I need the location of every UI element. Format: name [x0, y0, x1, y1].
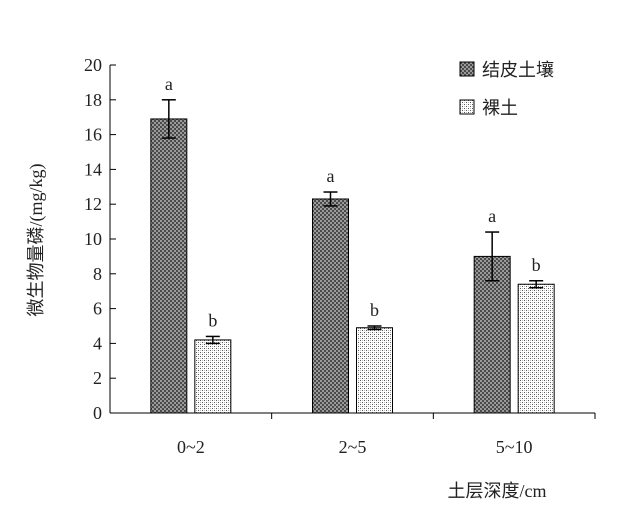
bar-bare [356, 327, 393, 414]
significance-letter: a [165, 74, 173, 94]
bar-bare [517, 283, 555, 414]
y-tick-label: 2 [93, 368, 102, 388]
error-bars [161, 99, 544, 345]
bar-crust [150, 118, 188, 414]
y-tick-label: 18 [84, 90, 102, 110]
x-axis-label: 土层深度/cm [448, 481, 547, 501]
significance-letter: b [208, 310, 217, 330]
bars [150, 118, 555, 414]
legend-label-crust: 结皮土壤 [482, 60, 554, 80]
legend: 结皮土壤 裸土 [459, 60, 554, 118]
y-tick-label: 4 [93, 333, 102, 353]
y-axis-ticks: 0 2 4 6 8 10 12 14 16 18 20 [84, 55, 116, 423]
legend-swatch-bare [459, 99, 475, 115]
significance-letter: a [327, 166, 335, 186]
y-tick-label: 14 [84, 159, 102, 179]
y-tick-label: 12 [84, 194, 102, 214]
bar-bare [194, 339, 232, 414]
x-tick-label: 2~5 [339, 437, 367, 457]
x-axis-ticks: 0~2 2~5 5~10 [177, 413, 596, 457]
y-tick-label: 6 [93, 299, 102, 319]
x-tick-label: 0~2 [177, 437, 205, 457]
y-tick-label: 0 [93, 403, 102, 423]
y-tick-label: 16 [84, 125, 102, 145]
legend-swatch-crust [459, 61, 475, 77]
bar-crust [312, 198, 349, 414]
y-tick-label: 8 [93, 264, 102, 284]
significance-letter: b [370, 300, 379, 320]
x-tick-label: 5~10 [496, 437, 533, 457]
y-tick-label: 20 [84, 55, 102, 75]
y-tick-label: 10 [84, 229, 102, 249]
y-axis-label: 微生物量磷/(mg/kg) [26, 164, 47, 317]
legend-label-bare: 裸土 [482, 98, 518, 118]
bar-crust [473, 255, 511, 414]
significance-letter: a [488, 206, 496, 226]
significance-letters: a b a b a b [165, 74, 541, 331]
significance-letter: b [532, 255, 541, 275]
